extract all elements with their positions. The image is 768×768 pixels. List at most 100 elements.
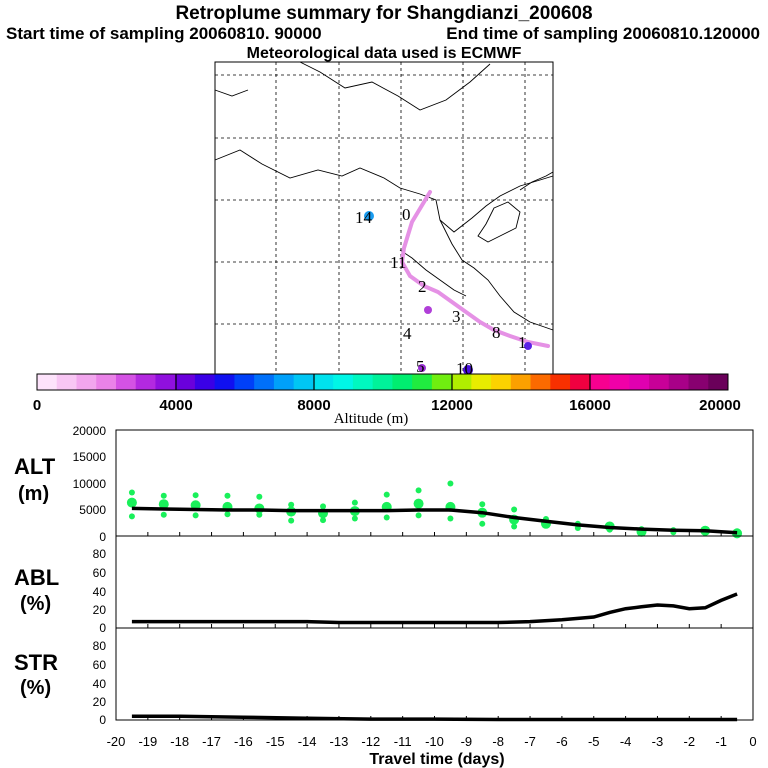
- abl-ytick: 20: [93, 603, 107, 617]
- alt-scatter-point: [479, 520, 486, 527]
- alt-frame: [115, 429, 754, 537]
- alt-ytick: 15000: [73, 450, 107, 464]
- x-tick-label: -4: [620, 734, 632, 749]
- alt-scatter-point: [192, 492, 199, 499]
- day-label: 10: [456, 359, 473, 378]
- str-ytick: 80: [93, 639, 107, 653]
- colorbar-tick: 16000: [569, 397, 611, 414]
- alt-ytick: 0: [99, 530, 106, 544]
- str-ytick: 0: [99, 713, 106, 727]
- str-ytick: 60: [93, 658, 107, 672]
- colorbar-swatch: [254, 374, 275, 390]
- alt-scatter-point: [447, 480, 454, 487]
- colorbar-tick: 20000: [699, 397, 741, 414]
- alt-scatter-point: [224, 511, 231, 518]
- alt-scatter-point: [192, 512, 199, 519]
- colorbar-swatch: [708, 374, 729, 390]
- alt-scatter-point: [256, 493, 263, 500]
- alt-scatter-point: [383, 491, 390, 498]
- colorbar-swatch: [629, 374, 650, 390]
- colorbar-swatch: [76, 374, 97, 390]
- abl-ytick: 80: [93, 547, 107, 561]
- colorbar-swatch: [392, 374, 413, 390]
- colorbar-swatch: [530, 374, 551, 390]
- x-axis-title: Travel time (days): [369, 751, 504, 768]
- colorbar-swatch: [37, 374, 58, 390]
- colorbar-swatch: [431, 374, 453, 390]
- map-gridlines: [215, 62, 553, 374]
- alt-scatter-point: [128, 513, 135, 520]
- alt-ylabel-2: (m): [18, 483, 49, 505]
- colorbar-swatch: [175, 374, 196, 390]
- abl-ylabel-2: (%): [20, 593, 51, 615]
- colorbar-swatch: [333, 374, 354, 390]
- colorbar-swatch: [352, 374, 374, 390]
- alt-scatter-point: [256, 511, 263, 518]
- x-tick-label: -10: [425, 734, 444, 749]
- str-ytick: 20: [93, 695, 107, 709]
- colorbar-swatch: [471, 374, 492, 390]
- str-yticks: 80 60 40 20 0: [93, 639, 107, 727]
- alt-scatter-point: [288, 517, 295, 524]
- x-tick-label: -14: [298, 734, 317, 749]
- colorbar-swatch: [372, 374, 393, 390]
- abl-frame: [115, 535, 754, 629]
- x-tick-label: -9: [461, 734, 473, 749]
- colorbar-swatch: [649, 374, 670, 390]
- map-frame: [214, 61, 554, 375]
- day-labels: 14 0 11 2 3 4 5 8 10 1: [355, 205, 527, 378]
- colorbar-swatch: [491, 374, 512, 390]
- day-label: 4: [403, 324, 412, 343]
- str-panel: STR (%) 80 60 40 20 0: [14, 627, 754, 727]
- alt-yticks: 20000 15000 10000 5000 0: [73, 424, 107, 544]
- alt-line: [131, 506, 738, 535]
- start-time: Start time of sampling 20060810. 90000: [6, 24, 322, 43]
- x-ticks: [115, 532, 754, 720]
- colorbar-swatch: [135, 374, 156, 390]
- x-tick-label: -16: [234, 734, 253, 749]
- colorbar-swatch: [688, 374, 709, 390]
- colorbar-swatch: [214, 374, 235, 390]
- alt-scatter-point: [320, 503, 327, 510]
- alt-scatter-point: [415, 487, 422, 494]
- str-ylabel-2: (%): [20, 677, 51, 699]
- colorbar-swatch: [273, 374, 295, 390]
- alt-scatter-point: [511, 506, 518, 513]
- colorbar-swatch: [451, 374, 472, 390]
- abl-panel: ABL (%) 80 60 40 20 0: [14, 535, 754, 635]
- alt-scatter-point: [160, 492, 167, 499]
- plume-dot: [524, 342, 532, 350]
- colorbar-swatch: [510, 374, 532, 390]
- day-label: 3: [452, 307, 461, 326]
- plume-dot: [463, 365, 473, 375]
- colorbar-label: Altitude (m): [334, 411, 409, 427]
- x-tick-label: -17: [202, 734, 221, 749]
- alt-scatter-point: [351, 515, 358, 522]
- colorbar-swatch: [668, 374, 690, 390]
- x-tick-label: -15: [266, 734, 285, 749]
- alt-scatter-point: [160, 511, 167, 518]
- abl-ylabel-1: ABL: [14, 565, 59, 590]
- abl-yticks: 80 60 40 20 0: [93, 547, 107, 635]
- x-tick-label: -8: [492, 734, 504, 749]
- day-label: 2: [418, 277, 427, 296]
- met-data: Meteorological data used is ECMWF: [246, 45, 522, 62]
- colorbar-frame: [36, 373, 729, 391]
- x-tick-label: -20: [107, 734, 126, 749]
- str-frame: [115, 627, 754, 721]
- colorbar-tick: 0: [33, 397, 41, 414]
- colorbar-swatch: [412, 374, 433, 390]
- abl-ytick: 40: [93, 585, 107, 599]
- colorbar-swatch: [155, 374, 176, 390]
- abl-line: [131, 592, 738, 625]
- x-tick-labels: -20 -19 -18 -17 -16 -15 -14 -13 -12 -11 -10 -9 -8 -7-…: [107, 734, 757, 749]
- x-tick-label: -6: [556, 734, 568, 749]
- alt-scatter-point: [479, 501, 486, 508]
- alt-ytick: 5000: [79, 503, 106, 517]
- x-tick-label: 0: [749, 734, 756, 749]
- colorbar-swatch: [609, 374, 630, 390]
- plume-trail: [399, 190, 550, 348]
- alt-scatter-point: [128, 489, 135, 496]
- x-tick-label: -2: [684, 734, 696, 749]
